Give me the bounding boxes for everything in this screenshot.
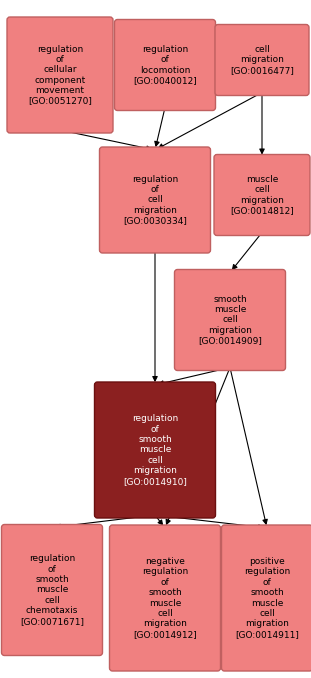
FancyBboxPatch shape (221, 525, 311, 671)
Text: regulation
of
locomotion
[GO:0040012]: regulation of locomotion [GO:0040012] (133, 45, 197, 85)
Text: regulation
of
smooth
muscle
cell
chemotaxis
[GO:0071671]: regulation of smooth muscle cell chemota… (20, 555, 84, 626)
FancyBboxPatch shape (174, 269, 285, 370)
Text: regulation
of
cell
migration
[GO:0030334]: regulation of cell migration [GO:0030334… (123, 175, 187, 225)
FancyBboxPatch shape (114, 20, 216, 111)
Text: smooth
muscle
cell
migration
[GO:0014909]: smooth muscle cell migration [GO:0014909… (198, 295, 262, 345)
FancyBboxPatch shape (7, 17, 113, 133)
FancyBboxPatch shape (100, 147, 211, 253)
FancyBboxPatch shape (215, 24, 309, 96)
FancyBboxPatch shape (95, 382, 216, 518)
Text: regulation
of
cellular
component
movement
[GO:0051270]: regulation of cellular component movemen… (28, 45, 92, 106)
Text: negative
regulation
of
smooth
muscle
cell
migration
[GO:0014912]: negative regulation of smooth muscle cel… (133, 557, 197, 639)
FancyBboxPatch shape (214, 155, 310, 235)
Text: muscle
cell
migration
[GO:0014812]: muscle cell migration [GO:0014812] (230, 175, 294, 215)
Text: positive
regulation
of
smooth
muscle
cell
migration
[GO:0014911]: positive regulation of smooth muscle cel… (235, 557, 299, 639)
FancyBboxPatch shape (2, 525, 103, 656)
Text: cell
migration
[GO:0016477]: cell migration [GO:0016477] (230, 45, 294, 75)
Text: regulation
of
smooth
muscle
cell
migration
[GO:0014910]: regulation of smooth muscle cell migrati… (123, 414, 187, 485)
FancyBboxPatch shape (109, 525, 220, 671)
